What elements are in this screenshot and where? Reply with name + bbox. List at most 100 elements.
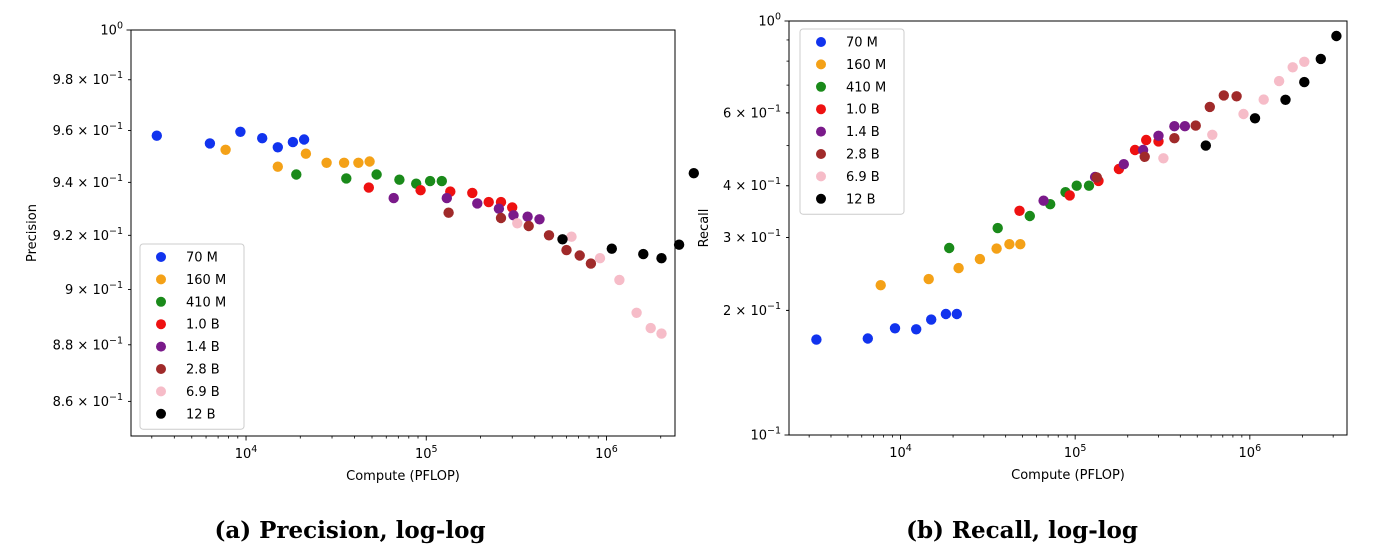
point-10B xyxy=(507,202,518,213)
point-410M xyxy=(992,222,1003,234)
point-14B xyxy=(388,192,399,204)
point-410M xyxy=(1083,180,1095,191)
plot-frame xyxy=(788,20,1348,436)
y-axis-label: Precision xyxy=(25,204,40,262)
point-14B xyxy=(534,214,545,225)
legend-marker xyxy=(156,408,166,419)
point-160M xyxy=(353,157,364,168)
y-tick-label: 4 × 10−1 xyxy=(723,176,781,194)
point-28B xyxy=(1091,172,1103,183)
legend-marker xyxy=(816,126,826,137)
point-28B xyxy=(443,207,454,218)
legend-label: 1.0 B xyxy=(846,103,880,118)
subfigure-caption: (b) Recall, log-log xyxy=(906,517,1138,544)
x-tick-label: 106 xyxy=(595,444,618,462)
point-12B xyxy=(1331,30,1342,42)
point-70M xyxy=(235,126,246,137)
point-410M xyxy=(291,169,302,180)
y-tick-label: 8.8 × 10−1 xyxy=(53,335,123,353)
point-28B xyxy=(1218,90,1230,101)
point-69B xyxy=(614,274,625,286)
y-tick-label: 100 xyxy=(100,21,123,39)
point-28B xyxy=(585,258,597,269)
point-70M xyxy=(298,134,310,145)
legend-label: 70 M xyxy=(846,36,878,51)
x-tick-label: 104 xyxy=(889,443,912,461)
point-69B xyxy=(566,231,577,242)
point-69B xyxy=(1207,129,1218,140)
point-70M xyxy=(940,308,952,320)
point-410M xyxy=(1024,210,1036,222)
point-10B xyxy=(1064,190,1075,201)
legend-marker xyxy=(156,364,166,374)
x-axis-label: Compute (PFLOP) xyxy=(1011,468,1125,483)
point-70M xyxy=(204,138,216,149)
point-160M xyxy=(953,262,964,274)
point-28B xyxy=(1231,91,1242,102)
legend-label: 2.8 B xyxy=(186,363,220,378)
y-tick-label: 6 × 10−1 xyxy=(723,103,781,121)
x-tick-label: 105 xyxy=(1064,443,1087,461)
legend-marker xyxy=(156,319,166,330)
point-12B xyxy=(1249,113,1261,124)
point-28B xyxy=(543,230,555,241)
point-12B xyxy=(673,239,685,250)
point-12B xyxy=(656,253,667,264)
point-12B xyxy=(1200,140,1212,151)
subfigure-caption: (a) Precision, log-log xyxy=(214,517,485,544)
legend-marker xyxy=(816,104,826,115)
point-28B xyxy=(574,250,585,261)
y-tick-label: 10−1 xyxy=(750,426,781,444)
legend-label: 12 B xyxy=(846,192,876,207)
legend-label: 160 M xyxy=(846,58,886,73)
legend-marker xyxy=(156,341,166,352)
point-160M xyxy=(1015,239,1026,250)
point-14B xyxy=(522,211,533,222)
point-28B xyxy=(523,220,534,232)
x-tick-label: 105 xyxy=(415,444,438,462)
legend-label: 6.9 B xyxy=(846,170,880,185)
point-14B xyxy=(1169,121,1180,132)
legend-marker xyxy=(816,59,826,70)
point-70M xyxy=(272,142,283,153)
legend-label: 1.4 B xyxy=(186,340,220,355)
point-12B xyxy=(1315,53,1327,65)
point-160M xyxy=(923,273,934,285)
point-70M xyxy=(257,133,268,144)
legend-marker xyxy=(816,149,826,159)
legend-label: 1.4 B xyxy=(846,125,880,140)
legend-label: 410 M xyxy=(846,80,886,95)
point-160M xyxy=(1004,239,1015,250)
point-69B xyxy=(1238,108,1249,120)
x-axis-label: Compute (PFLOP) xyxy=(346,469,460,484)
point-410M xyxy=(436,175,447,187)
point-14B xyxy=(441,192,452,204)
legend-marker xyxy=(816,193,826,204)
point-69B xyxy=(1158,153,1169,164)
y-tick-label: 9.2 × 10−1 xyxy=(53,226,123,244)
point-10B xyxy=(415,185,426,196)
y-tick-label: 8.6 × 10−1 xyxy=(53,392,123,410)
point-14B xyxy=(1179,121,1191,132)
point-69B xyxy=(1258,94,1269,105)
point-14B xyxy=(1038,195,1049,206)
point-28B xyxy=(1204,101,1216,113)
point-70M xyxy=(889,323,901,334)
y-tick-label: 9.8 × 10−1 xyxy=(53,70,123,88)
point-10B xyxy=(1014,205,1025,216)
legend-marker xyxy=(816,81,826,92)
legend-marker xyxy=(156,296,166,307)
x-tick-label: 106 xyxy=(1239,443,1262,461)
y-tick-label: 9.4 × 10−1 xyxy=(53,173,123,191)
point-69B xyxy=(656,328,667,339)
point-28B xyxy=(561,244,572,256)
y-tick-label: 100 xyxy=(758,12,781,30)
plot-frame xyxy=(130,29,676,437)
point-410M xyxy=(424,175,436,187)
point-10B xyxy=(1129,144,1141,156)
point-160M xyxy=(364,156,375,167)
legend-marker xyxy=(156,386,166,397)
point-69B xyxy=(645,322,656,334)
point-28B xyxy=(1139,151,1150,162)
chart-recall: 104 105 106 100 6 × 10−1 4 × 10−1 3 × 10−1 2 × … xyxy=(697,12,1348,544)
